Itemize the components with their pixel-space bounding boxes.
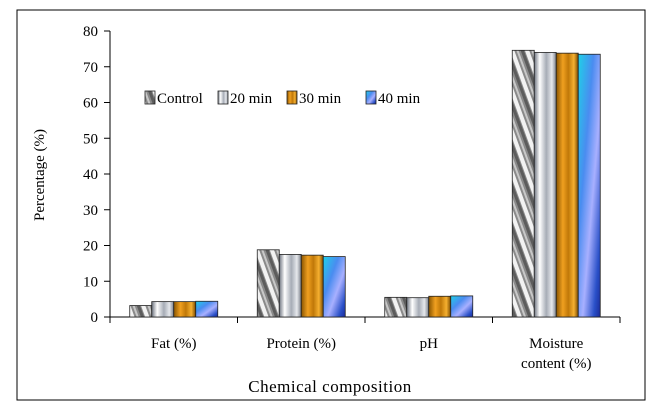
legend-swatch-control bbox=[144, 90, 156, 105]
y-tick-label: 60 bbox=[83, 96, 98, 112]
bar-40-min-1 bbox=[322, 256, 346, 318]
legend-label: Control bbox=[157, 91, 203, 107]
x-tick-label: Protein (%) bbox=[266, 336, 336, 352]
legend-label: 30 min bbox=[299, 91, 342, 107]
y-tick-label: 50 bbox=[83, 131, 98, 147]
bars bbox=[129, 49, 601, 318]
y-axis-title: Percentage (%) bbox=[32, 129, 48, 221]
y-tick-label: 70 bbox=[83, 60, 98, 76]
legend-swatch-20-min bbox=[217, 90, 229, 105]
bar-control-2 bbox=[384, 296, 408, 318]
y-tick-label: 40 bbox=[83, 167, 98, 183]
bar-20-min-0 bbox=[151, 301, 175, 318]
bar-20-min-1 bbox=[278, 254, 302, 318]
x-tick-label: pH bbox=[420, 336, 439, 352]
bar-30-min-1 bbox=[300, 254, 324, 318]
legend-label: 40 min bbox=[378, 91, 421, 107]
bar-20-min-3 bbox=[533, 52, 557, 318]
x-tick-label: Fat (%) bbox=[151, 336, 196, 352]
legend: Control 20 min 30 min 40 min bbox=[144, 90, 421, 107]
legend-swatch-40-min bbox=[365, 90, 377, 105]
y-tick-label: 30 bbox=[83, 203, 98, 219]
bar-40-min-2 bbox=[450, 295, 474, 318]
x-tick-label: Moisture bbox=[529, 336, 584, 352]
y-tick-label: 0 bbox=[91, 310, 99, 326]
bar-30-min-0 bbox=[173, 301, 197, 318]
x-axis-title: Chemical composition bbox=[248, 377, 411, 396]
bar-30-min-2 bbox=[428, 295, 452, 318]
y-tick-label: 80 bbox=[83, 24, 98, 40]
bar-control-1 bbox=[256, 249, 280, 318]
x-tick-labels: Fat (%) Protein (%) pH Moisture content (%) bbox=[151, 336, 591, 372]
bar-40-min-0 bbox=[195, 300, 219, 318]
bar-20-min-2 bbox=[406, 297, 430, 318]
y-tick-label: 20 bbox=[83, 239, 98, 255]
legend-label: 20 min bbox=[230, 91, 273, 107]
bar-40-min-3 bbox=[577, 53, 601, 318]
legend-swatch-30-min bbox=[286, 90, 298, 105]
y-tick-label: 10 bbox=[83, 274, 98, 290]
y-ticks: 0 10 20 30 40 50 60 70 80 bbox=[83, 24, 110, 326]
bar-control-3 bbox=[511, 49, 535, 318]
bar-30-min-3 bbox=[555, 52, 579, 318]
bar-control-0 bbox=[129, 305, 153, 318]
x-category-ticks bbox=[109, 317, 621, 323]
x-tick-label: content (%) bbox=[521, 356, 591, 372]
